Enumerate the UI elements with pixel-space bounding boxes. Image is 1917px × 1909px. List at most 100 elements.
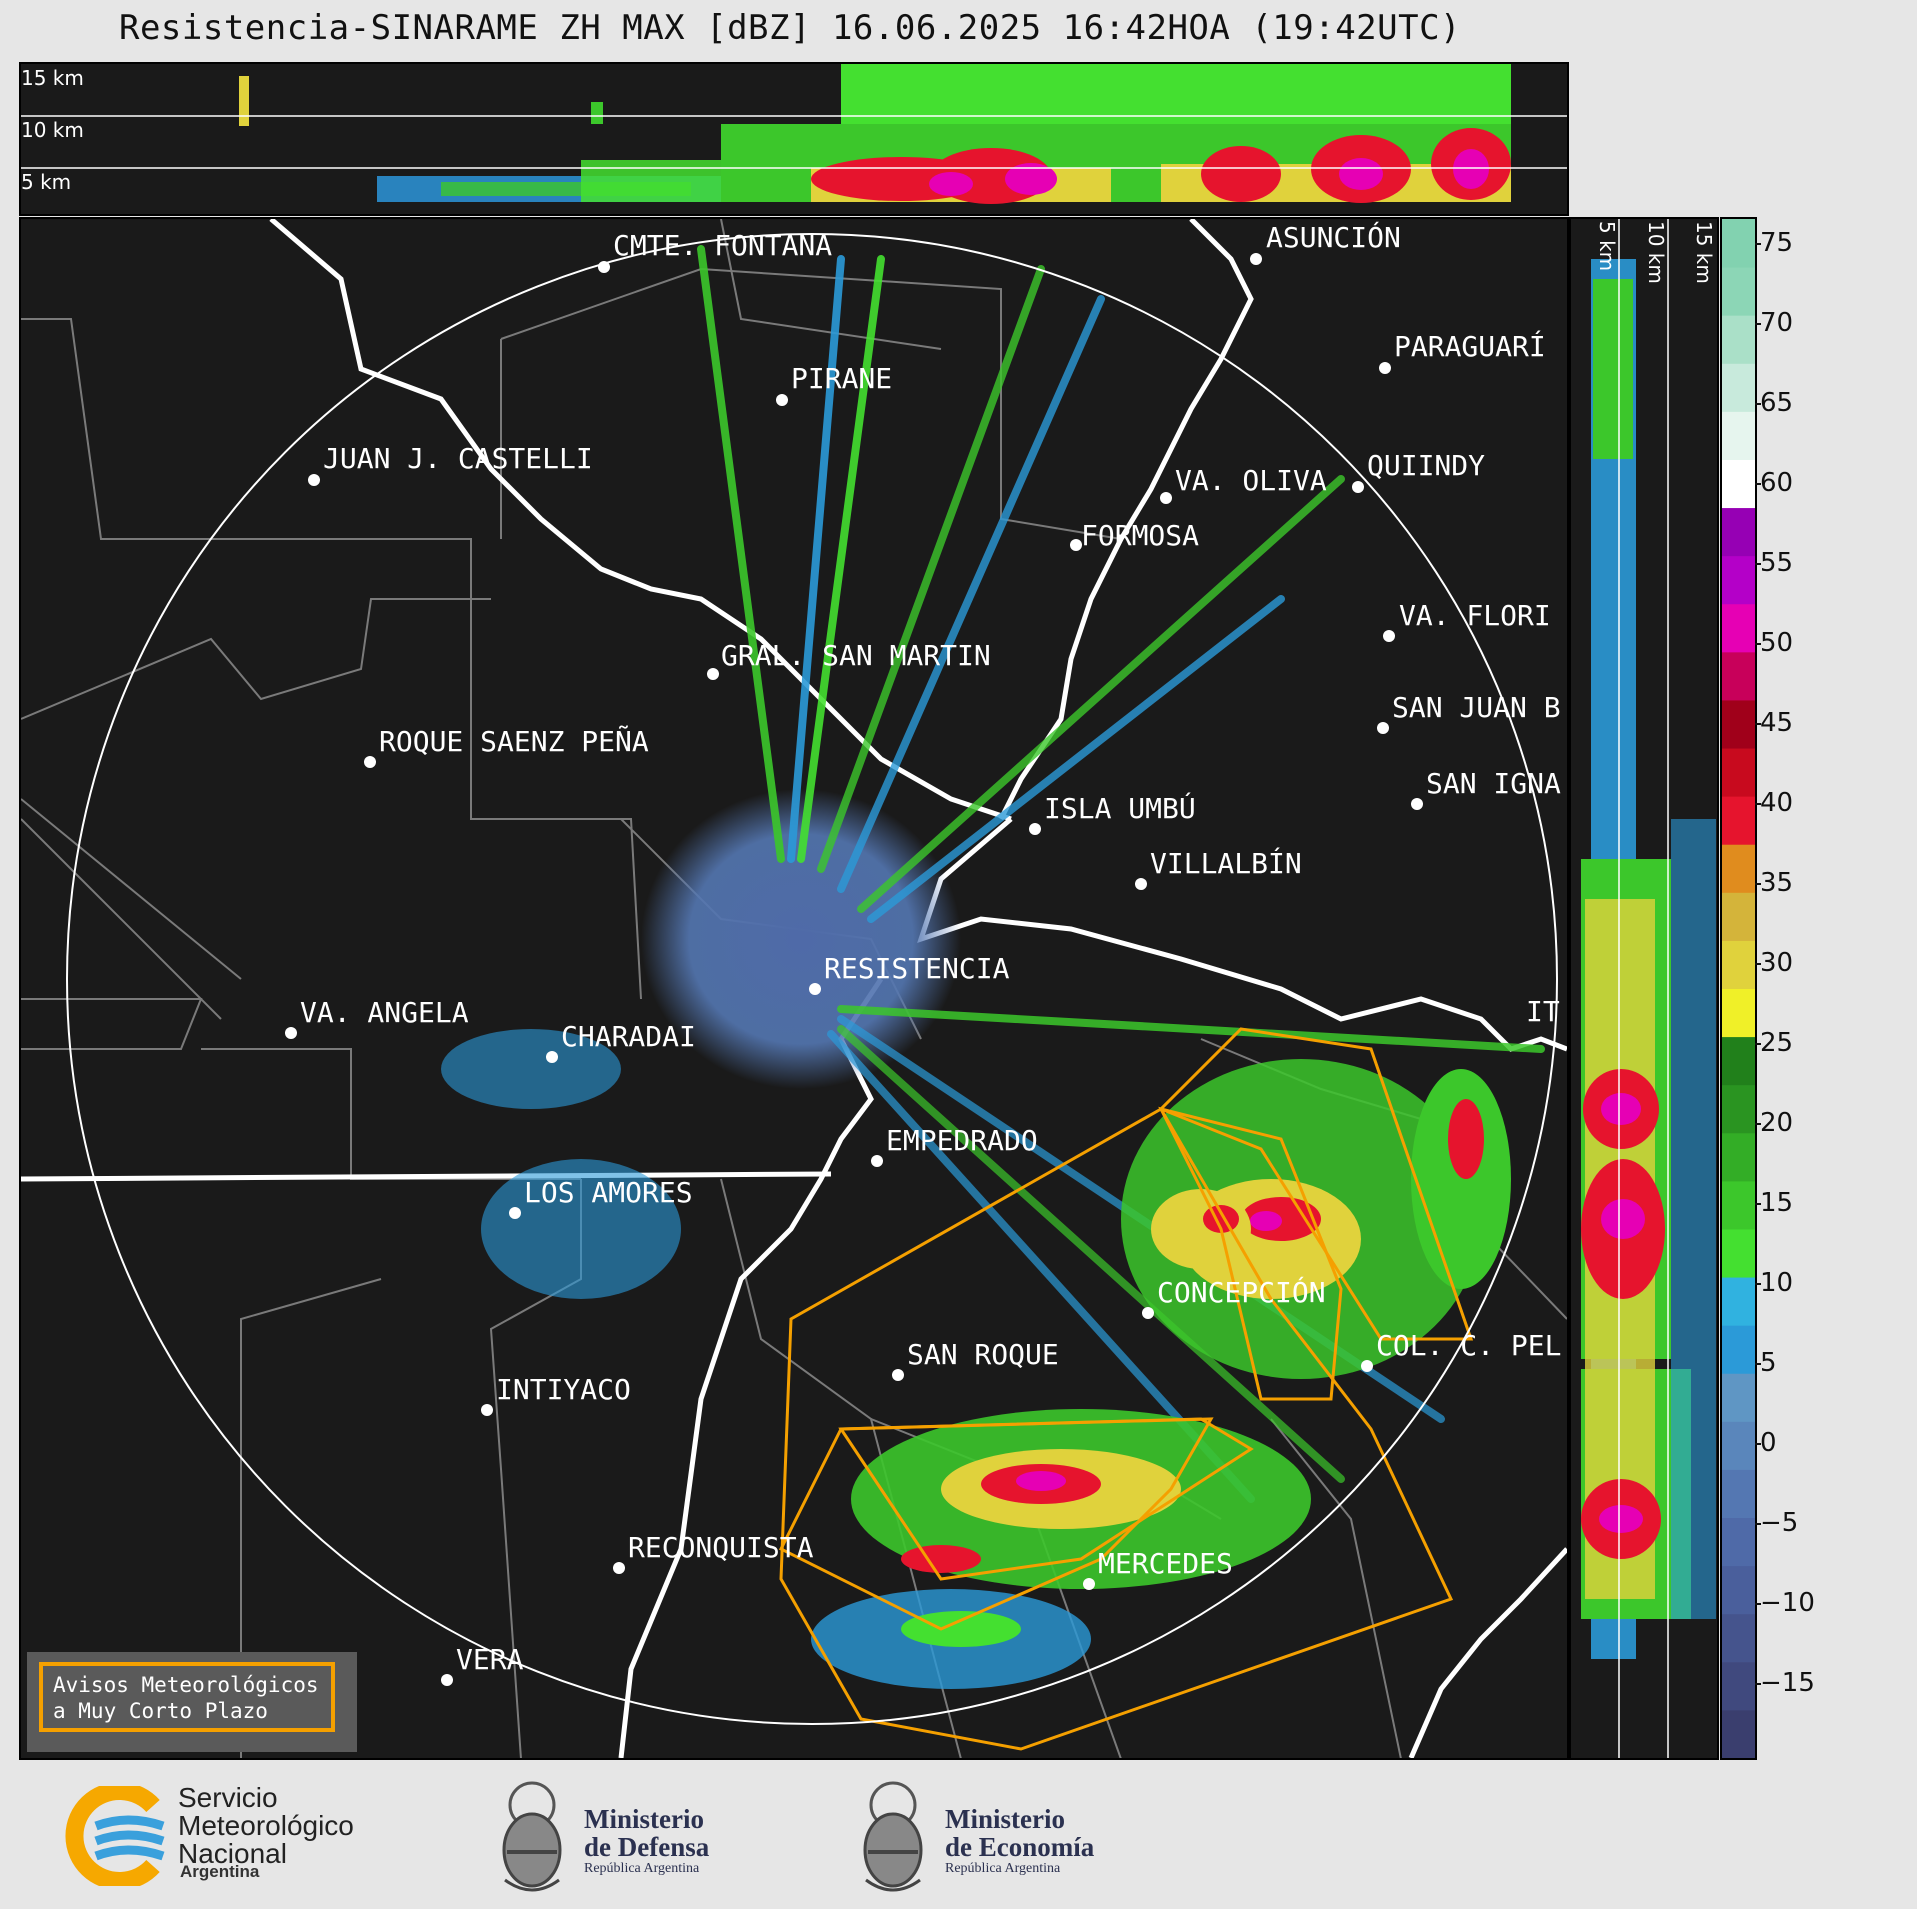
city-label: RESISTENCIA <box>824 952 1010 985</box>
colorbar-band <box>1722 1517 1755 1567</box>
colorbar-band <box>1722 1277 1755 1326</box>
city-label: EMPEDRADO <box>886 1124 1038 1157</box>
side-cross-section-plot <box>1581 219 1716 1758</box>
city-label: VA. OLIVA <box>1175 464 1327 497</box>
colorbar-band <box>1722 219 1755 268</box>
smn-subtitle: Argentina <box>180 1862 260 1881</box>
colorbar-tick: −15 <box>1755 1668 1815 1698</box>
city-label: ROQUE SAENZ PEÑA <box>379 725 649 758</box>
top-cross-section-panel: 15 km 10 km 5 km <box>19 62 1569 216</box>
colorbar-band <box>1722 507 1755 557</box>
colorbar-band <box>1722 748 1755 797</box>
warning-legend: Avisos Meteorológicos a Muy Corto Plazo <box>27 1652 357 1752</box>
city-label: PARAGUARÍ <box>1394 330 1546 363</box>
colorbar-tick: 20 <box>1754 1108 1794 1138</box>
colorbar-band <box>1722 844 1755 893</box>
colorbar-tick: −5 <box>1754 1508 1799 1538</box>
city-label: VA. ANGELA <box>300 996 469 1029</box>
city-label: COL. C. PEL <box>1376 1329 1562 1362</box>
colorbar-tick: 75 <box>1754 228 1794 258</box>
top-5km-label: 5 km <box>21 170 72 194</box>
city-label: ASUNCIÓN <box>1266 221 1401 254</box>
colorbar-band <box>1722 1565 1755 1615</box>
colorbar-band <box>1722 796 1755 845</box>
colorbar-band <box>1722 555 1755 605</box>
colorbar-tick: 40 <box>1754 788 1794 818</box>
colorbar-tick: 65 <box>1754 388 1794 418</box>
city-label: CHARADAI <box>561 1020 696 1053</box>
colorbar <box>1720 217 1757 1760</box>
colorbar-band <box>1722 1180 1755 1230</box>
city-label: INTIYACO <box>496 1373 631 1406</box>
defensa-subtitle: República Argentina <box>584 1861 700 1876</box>
side-cross-section-panel: 5 km 10 km 15 km <box>1569 217 1719 1760</box>
city-label: SAN IGNA <box>1426 767 1561 800</box>
colorbar-band <box>1722 892 1755 941</box>
side-10km-label: 10 km <box>1644 221 1668 284</box>
colorbar-band <box>1722 411 1755 460</box>
colorbar-band <box>1722 1325 1755 1374</box>
colorbar-band <box>1722 1661 1755 1711</box>
colorbar-tick: 30 <box>1754 948 1794 978</box>
smn-line-3: Nacional <box>178 1838 287 1869</box>
colorbar-band <box>1722 459 1755 509</box>
economia-line-1: Ministerio <box>945 1804 1065 1834</box>
top-15km-label: 15 km <box>21 66 84 90</box>
colorbar-band <box>1722 1132 1755 1182</box>
economia-line-2: de Economía <box>945 1832 1095 1862</box>
side-5km-label: 5 km <box>1595 221 1619 272</box>
legend-line-2: a Muy Corto Plazo <box>53 1699 268 1723</box>
city-label: VERA <box>456 1643 524 1676</box>
legend-line-1: Avisos Meteorológicos <box>53 1673 319 1697</box>
top-10km-label: 10 km <box>21 118 84 142</box>
city-label: CONCEPCIÓN <box>1157 1276 1326 1309</box>
city-label: VILLALBÍN <box>1150 847 1302 880</box>
colorbar-tick: 50 <box>1754 628 1794 658</box>
colorbar-band <box>1722 940 1755 989</box>
radar-map <box>21 219 1567 1758</box>
defensa-line-2: de Defensa <box>584 1832 710 1862</box>
city-label: GRAL. SAN MARTIN <box>721 639 991 672</box>
colorbar-band <box>1722 651 1755 701</box>
warning-polygons <box>778 1027 1474 1751</box>
city-label: SAN JUAN B <box>1392 691 1561 724</box>
colorbar-band <box>1722 1613 1755 1663</box>
colorbar-band <box>1722 1709 1755 1758</box>
colorbar-tick: 60 <box>1754 468 1794 498</box>
colorbar-tick: 55 <box>1754 548 1794 578</box>
storm-cells <box>441 1029 1511 1689</box>
colorbar-tick: 25 <box>1754 1028 1794 1058</box>
colorbar-tick: 45 <box>1754 708 1794 738</box>
coat-of-arms-icon <box>502 1781 562 1892</box>
city-label: RECONQUISTA <box>628 1531 814 1564</box>
colorbar-band <box>1722 1036 1755 1086</box>
city-label: PIRANE <box>791 362 893 395</box>
colorbar-band <box>1722 1373 1755 1422</box>
colorbar-band <box>1722 1421 1755 1470</box>
city-label: ISLA UMBÚ <box>1044 792 1196 825</box>
city-label: CMTE. FONTANA <box>613 229 833 262</box>
colorbar-tick: 10 <box>1754 1268 1794 1298</box>
colorbar-tick: −10 <box>1755 1588 1815 1618</box>
city-label: VA. FLORI <box>1399 599 1551 632</box>
map-title: Resistencia-SINARAME ZH MAX [dBZ] 16.06.… <box>118 8 1462 48</box>
colorbar-band <box>1722 267 1755 316</box>
colorbar-band <box>1722 603 1755 653</box>
colorbar-tick: 70 <box>1754 308 1794 338</box>
colorbar-band <box>1722 315 1755 364</box>
side-15km-label: 15 km <box>1692 221 1716 284</box>
city-label: IT <box>1526 995 1560 1028</box>
city-label: JUAN J. CASTELLI <box>323 442 593 475</box>
range-ring <box>66 233 1558 1725</box>
city-label: MERCEDES <box>1098 1547 1233 1580</box>
coat-of-arms-icon <box>863 1781 923 1892</box>
colorbar-band <box>1722 699 1755 749</box>
city-label: LOS AMORES <box>524 1176 693 1209</box>
colorbar-gradient <box>1722 219 1755 1758</box>
top-cross-section-plot <box>21 64 1567 204</box>
smn-logo-icon <box>65 1786 165 1886</box>
colorbar-tick: 35 <box>1754 868 1794 898</box>
city-markers <box>285 253 1423 1686</box>
colorbar-band <box>1722 1228 1755 1278</box>
defensa-line-1: Ministerio <box>584 1804 704 1834</box>
